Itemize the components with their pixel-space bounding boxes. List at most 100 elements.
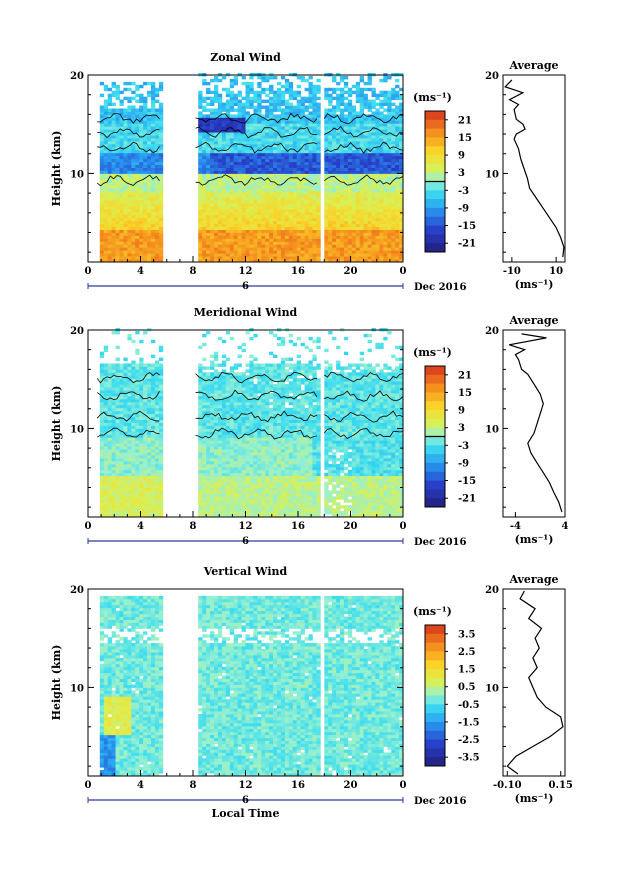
heatmap-cell [127, 108, 132, 112]
heatmap-cell [371, 191, 376, 195]
heatmap-cell [296, 229, 301, 233]
heatmap-cell [202, 244, 207, 248]
heatmap-cell [249, 253, 254, 257]
heatmap-cell [143, 502, 148, 506]
heatmap-cell [284, 123, 290, 127]
heatmap-cell [308, 87, 313, 92]
heatmap-cell [143, 452, 148, 456]
heatmap-cell [288, 87, 294, 92]
heatmap-cell [273, 126, 278, 130]
heatmap-cell [103, 384, 109, 388]
heatmap-cell [111, 472, 116, 477]
heatmap-cell [395, 93, 400, 98]
contour-line [195, 174, 318, 186]
heatmap-cell [359, 179, 364, 183]
heatmap-cell [229, 120, 235, 124]
heatmap-cell [379, 188, 384, 192]
heatmap-cell [241, 96, 246, 101]
heatmap-cell [387, 200, 392, 204]
heatmap-cell [119, 466, 124, 471]
heatmap-cell [399, 259, 404, 263]
heatmap-cell [395, 170, 400, 174]
heatmap-cell [332, 164, 337, 168]
heatmap-cell [347, 197, 353, 201]
heatmap-cell [151, 434, 156, 438]
heatmap-cell [127, 390, 132, 394]
heatmap-cell [151, 111, 156, 115]
heatmap-cell [363, 129, 368, 133]
heatmap-cell [288, 152, 294, 157]
heatmap-cell [296, 217, 301, 222]
heatmap-cell [324, 123, 329, 127]
heatmap-cell [351, 84, 357, 89]
heatmap-cell [233, 138, 238, 142]
heatmap-cell [312, 167, 317, 171]
heatmap-cell [359, 205, 364, 210]
heatmap-cell [375, 102, 380, 106]
heatmap-cell [312, 229, 317, 233]
heatmap-cell [135, 197, 140, 201]
heatmap-cell [154, 232, 160, 236]
heatmap-cell [292, 217, 298, 222]
heatmap-cell [103, 194, 109, 198]
heatmap-cell [123, 440, 128, 444]
heatmap-cell [343, 202, 349, 207]
heatmap-cell [217, 259, 223, 263]
heatmap-cell [284, 102, 290, 106]
heatmap-cell [154, 449, 160, 453]
heatmap-cell [269, 170, 274, 174]
heatmap-cell [221, 140, 227, 145]
heatmap-cell [233, 126, 238, 130]
heatmap-cell [261, 135, 266, 139]
heatmap-cell [147, 481, 152, 485]
heatmap-cell [395, 111, 400, 115]
heatmap-cell [355, 152, 361, 157]
heatmap-cell [328, 102, 333, 106]
heatmap-cell [257, 205, 262, 210]
heatmap-cell [312, 214, 317, 219]
heatmap-cell [253, 135, 258, 139]
heatmap-cell [391, 170, 396, 174]
colorbar-segment [425, 119, 445, 130]
heatmap-cell [139, 114, 144, 118]
heatmap-cell [280, 167, 286, 171]
heatmap-cell [347, 114, 353, 118]
heatmap-cell [147, 182, 152, 186]
heatmap-cell [269, 247, 274, 251]
heatmap-cell [288, 108, 294, 112]
heatmap-cell [131, 117, 136, 121]
heatmap-cell [257, 211, 262, 216]
heatmap-cell [277, 200, 282, 204]
profile-x-tick-label: 10 [549, 266, 563, 277]
heatmap-cell [391, 220, 396, 225]
heatmap-cell [111, 493, 116, 497]
heatmap-cell [249, 182, 254, 186]
heatmap-cell [154, 152, 160, 157]
heatmap-cell [206, 484, 211, 488]
colorbar-unit: (ms⁻¹) [413, 91, 452, 104]
heatmap-cell [316, 226, 321, 230]
heatmap-cell [273, 105, 278, 109]
heatmap-cell [363, 102, 368, 106]
heatmap-cell [273, 182, 278, 186]
heatmap-cell [387, 173, 392, 177]
heatmap-cell [300, 155, 305, 160]
heatmap-cell [265, 235, 270, 239]
heatmap-cell [131, 457, 136, 462]
heatmap-cell [296, 182, 301, 186]
heatmap-cell [265, 173, 270, 177]
heatmap-cell [391, 200, 396, 204]
heatmap-cell [127, 457, 132, 462]
heatmap-cell [214, 247, 219, 251]
heatmap-cell [265, 244, 270, 248]
heatmap-cell [143, 117, 148, 121]
heatmap-cell [363, 149, 368, 154]
heatmap-cell [277, 229, 282, 233]
heatmap-cell [249, 223, 254, 227]
heatmap-cell [300, 143, 305, 148]
heatmap-cell [383, 173, 388, 177]
heatmap-cell [304, 138, 309, 142]
heatmap-cell [115, 96, 120, 101]
heatmap-cell [379, 253, 384, 257]
heatmap-cell [151, 253, 156, 257]
